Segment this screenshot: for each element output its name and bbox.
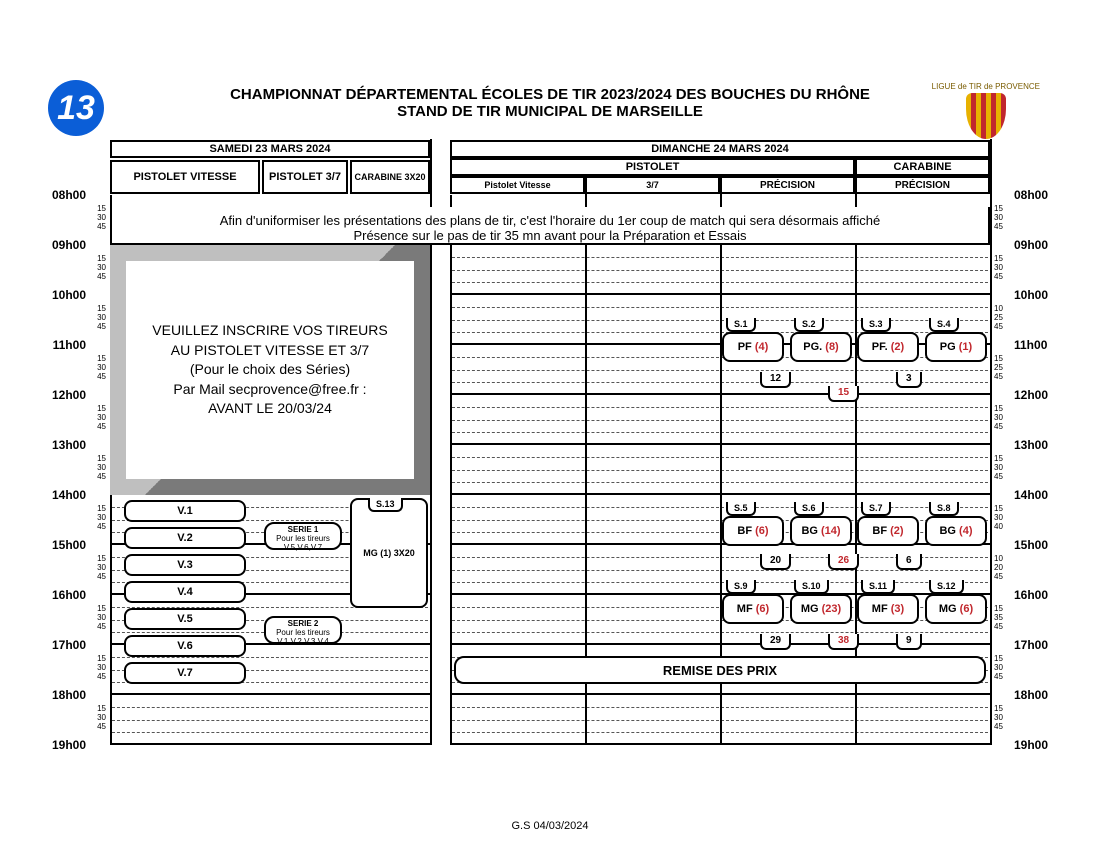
prize-banner: REMISE DES PRIX bbox=[454, 656, 986, 684]
count-15: 15 bbox=[828, 386, 859, 402]
mins-left-3: 153045 bbox=[97, 305, 106, 331]
count-20: 20 bbox=[760, 554, 791, 570]
hdr-sat-c3x20: CARABINE 3X20 bbox=[350, 160, 430, 194]
slot-bf2: BF (2) bbox=[857, 516, 919, 546]
slot-mg6: MG (6) bbox=[925, 594, 987, 624]
mins-right-10: 153045 bbox=[994, 655, 1003, 681]
mini-s11: S.11 bbox=[861, 580, 895, 594]
mins-left-4: 153045 bbox=[97, 355, 106, 381]
bevel-l4: Par Mail secprovence@free.fr : bbox=[152, 380, 387, 400]
slot-mg23: MG (23) bbox=[790, 594, 852, 624]
serie2-box: SERIE 2Pour les tireursV.1,V.2,V.3,V.4 bbox=[264, 616, 342, 644]
hour-right-11: 19h00 bbox=[1014, 738, 1048, 752]
mins-left-1: 153045 bbox=[97, 205, 106, 231]
count-6: 6 bbox=[896, 554, 922, 570]
slot-pf4: PF (4) bbox=[722, 332, 784, 362]
serie1-box: SERIE 1Pour les tireursV.5,V.6,V.7 bbox=[264, 522, 342, 550]
title-line-1: CHAMPIONNAT DÉPARTEMENTAL ÉCOLES DE TIR … bbox=[0, 86, 1100, 103]
hours-right: 08h00 15304509h00 15304510h00 10254511h0… bbox=[990, 195, 1070, 745]
count-12: 12 bbox=[760, 372, 791, 388]
slot-v7: V.7 bbox=[124, 662, 246, 684]
hdr-sun-prec2: PRÉCISION bbox=[855, 176, 990, 194]
hours-left: 08h00 15304509h00 15304510h00 15304511h0… bbox=[30, 195, 110, 745]
hdr-sun-p37: 3/7 bbox=[585, 176, 720, 194]
info-banner: Afin d'uniformiser les présentations des… bbox=[110, 207, 990, 245]
hdr-sun-day: DIMANCHE 24 MARS 2024 bbox=[450, 140, 990, 158]
count-38: 38 bbox=[828, 634, 859, 650]
mins-right-3-custom: 102545 bbox=[994, 305, 1003, 331]
slot-v2: V.2 bbox=[124, 527, 246, 549]
mini-s4: S.4 bbox=[929, 318, 959, 332]
mins-left-2: 153045 bbox=[97, 255, 106, 281]
mins-left-8: 153045 bbox=[97, 555, 106, 581]
hdr-sun-pistolet: PISTOLET bbox=[450, 158, 855, 176]
mins-right-5: 153045 bbox=[994, 405, 1003, 431]
hdr-sun-prec1: PRÉCISION bbox=[720, 176, 855, 194]
slot-bg14: BG (14) bbox=[790, 516, 852, 546]
slot-v6: V.6 bbox=[124, 635, 246, 657]
mini-s12: S.12 bbox=[929, 580, 964, 594]
slot-v4: V.4 bbox=[124, 581, 246, 603]
bevel-l5: AVANT LE 20/03/24 bbox=[152, 399, 387, 419]
mini-s13: S.13 bbox=[368, 498, 403, 512]
hdr-sat-p37: PISTOLET 3/7 bbox=[262, 160, 348, 194]
count-29: 29 bbox=[760, 634, 791, 650]
mini-s2: S.2 bbox=[794, 318, 824, 332]
mins-left-7: 153045 bbox=[97, 505, 106, 531]
slot-pg8: PG. (8) bbox=[790, 332, 852, 362]
hdr-sun-carabine: CARABINE bbox=[855, 158, 990, 176]
mins-right-7-custom: 153040 bbox=[994, 505, 1003, 531]
mins-right-11: 153045 bbox=[994, 705, 1003, 731]
slot-v1: V.1 bbox=[124, 500, 246, 522]
slot-v5: V.5 bbox=[124, 608, 246, 630]
slot-mg3x20: MG (1) 3X20 bbox=[350, 498, 428, 608]
mins-right-2: 153045 bbox=[994, 255, 1003, 281]
mini-s7: S.7 bbox=[861, 502, 891, 516]
hdr-sun-pv: Pistolet Vitesse bbox=[450, 176, 585, 194]
mini-s3: S.3 bbox=[861, 318, 891, 332]
mins-right-6: 153045 bbox=[994, 455, 1003, 481]
mins-left-10: 153045 bbox=[97, 655, 106, 681]
mins-right-9-custom: 153545 bbox=[994, 605, 1003, 631]
footer: G.S 04/03/2024 bbox=[0, 820, 1100, 832]
title-line-2: STAND DE TIR MUNICIPAL DE MARSEILLE bbox=[0, 103, 1100, 120]
slot-pg1: PG (1) bbox=[925, 332, 987, 362]
hour-left-11: 19h00 bbox=[52, 738, 86, 752]
mini-s5: S.5 bbox=[726, 502, 756, 516]
bevel-l3: (Pour le choix des Séries) bbox=[152, 360, 387, 380]
mini-s10: S.10 bbox=[794, 580, 829, 594]
mins-left-5: 153045 bbox=[97, 405, 106, 431]
count-9: 9 bbox=[896, 634, 922, 650]
slot-pf2: PF. (2) bbox=[857, 332, 919, 362]
mini-s6: S.6 bbox=[794, 502, 824, 516]
count-26: 26 bbox=[828, 554, 859, 570]
bevel-l2: AU PISTOLET VITESSE ET 3/7 bbox=[152, 341, 387, 361]
mins-right-1: 153045 bbox=[994, 205, 1003, 231]
count-3: 3 bbox=[896, 372, 922, 388]
slot-mf6: MF (6) bbox=[722, 594, 784, 624]
mini-s1: S.1 bbox=[726, 318, 756, 332]
info-line-2: Présence sur le pas de tir 35 mn avant p… bbox=[112, 228, 988, 243]
slot-bg4: BG (4) bbox=[925, 516, 987, 546]
bevel-l1: VEUILLEZ INSCRIRE VOS TIREURS bbox=[152, 321, 387, 341]
mins-left-11: 153045 bbox=[97, 705, 106, 731]
title-block: CHAMPIONNAT DÉPARTEMENTAL ÉCOLES DE TIR … bbox=[0, 86, 1100, 120]
mins-right-8-custom: 102045 bbox=[994, 555, 1003, 581]
mins-right-4-custom: 152545 bbox=[994, 355, 1003, 381]
info-line-1: Afin d'uniformiser les présentations des… bbox=[112, 213, 988, 228]
schedule-frame: 08h00 15304509h00 15304510h00 15304511h0… bbox=[30, 140, 1070, 750]
mini-s8: S.8 bbox=[929, 502, 959, 516]
bevel-inner: VEUILLEZ INSCRIRE VOS TIREURS AU PISTOLE… bbox=[126, 261, 414, 479]
slot-bf6: BF (6) bbox=[722, 516, 784, 546]
mins-left-9: 153045 bbox=[97, 605, 106, 631]
mins-left-6: 153045 bbox=[97, 455, 106, 481]
slot-v3: V.3 bbox=[124, 554, 246, 576]
bevel-box: VEUILLEZ INSCRIRE VOS TIREURS AU PISTOLE… bbox=[110, 245, 430, 495]
hdr-sat-pv: PISTOLET VITESSE bbox=[110, 160, 260, 194]
slot-mf3: MF (3) bbox=[857, 594, 919, 624]
hdr-sat-day: SAMEDI 23 MARS 2024 bbox=[110, 140, 430, 158]
mini-s9: S.9 bbox=[726, 580, 756, 594]
